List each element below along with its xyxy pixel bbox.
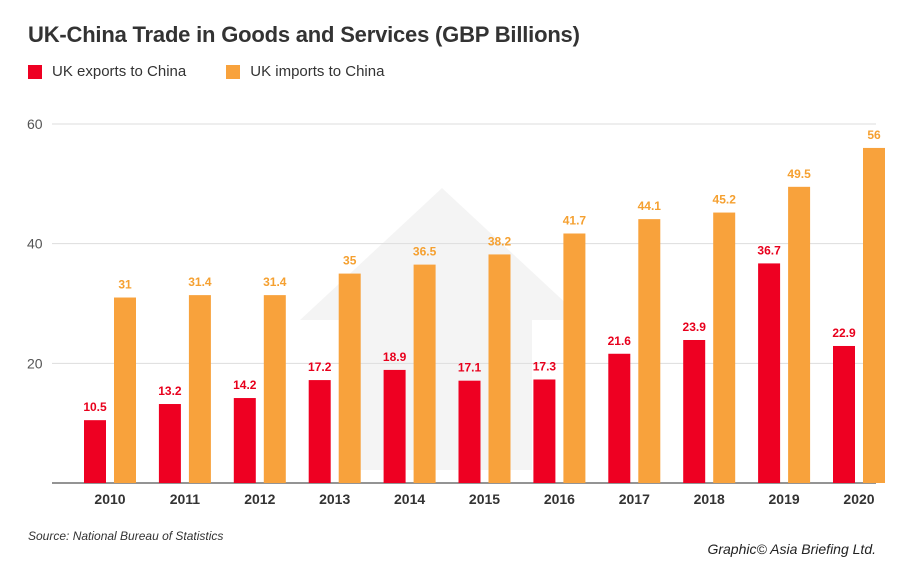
data-label-exports: 13.2 — [158, 384, 182, 398]
bar-exports — [458, 380, 481, 483]
bar-imports — [713, 212, 736, 483]
data-label-imports: 31.4 — [188, 275, 212, 289]
bar-imports — [488, 254, 511, 483]
bar-imports — [263, 295, 286, 483]
x-tick-label: 2010 — [94, 491, 125, 507]
y-tick-label: 20 — [27, 355, 43, 371]
data-label-exports: 36.7 — [757, 243, 781, 257]
bar-exports — [683, 339, 706, 483]
bar-exports — [533, 379, 556, 483]
data-label-imports: 35 — [343, 254, 357, 268]
chart-legend: UK exports to China UK imports to China — [28, 63, 424, 80]
bar-imports — [114, 297, 136, 483]
bar-imports — [788, 186, 811, 483]
legend-label-exports: UK exports to China — [52, 63, 187, 80]
data-label-imports: 31 — [118, 278, 132, 292]
bar-exports — [833, 345, 855, 483]
data-label-exports: 17.3 — [533, 359, 557, 373]
data-label-exports: 18.9 — [383, 350, 407, 364]
data-label-exports: 22.9 — [832, 326, 856, 340]
data-label-imports: 49.5 — [787, 167, 811, 181]
y-tick-label: 60 — [27, 116, 43, 132]
x-tick-label: 2018 — [694, 491, 725, 507]
x-tick-label: 2012 — [244, 491, 275, 507]
data-label-imports: 36.5 — [413, 245, 437, 259]
data-label-imports: 41.7 — [563, 213, 587, 227]
legend-item-imports: UK imports to China — [226, 63, 384, 80]
legend-swatch-imports — [226, 64, 241, 79]
bar-imports — [563, 233, 586, 483]
x-tick-label: 2011 — [170, 491, 201, 507]
bar-exports — [233, 398, 256, 483]
x-tick-label: 2015 — [469, 491, 500, 507]
data-label-exports: 14.2 — [233, 378, 257, 392]
bar-exports — [84, 420, 106, 483]
data-label-exports: 17.1 — [458, 361, 482, 375]
bar-imports — [188, 295, 211, 483]
data-label-exports: 23.9 — [683, 320, 707, 334]
bar-imports — [338, 273, 361, 483]
bar-imports — [863, 147, 885, 483]
watermark-logo — [300, 188, 584, 470]
data-label-imports: 31.4 — [263, 275, 287, 289]
x-tick-label: 2020 — [843, 491, 874, 507]
data-label-exports: 21.6 — [608, 334, 632, 348]
bar-exports — [158, 404, 181, 483]
chart-title: UK-China Trade in Goods and Services (GB… — [28, 22, 580, 47]
x-tick-label: 2017 — [619, 491, 650, 507]
x-tick-label: 2014 — [394, 491, 425, 507]
data-label-imports: 44.1 — [638, 199, 662, 213]
data-label-imports: 45.2 — [713, 193, 737, 207]
bar-imports — [413, 264, 436, 483]
x-tick-label: 2013 — [319, 491, 350, 507]
bar-exports — [608, 353, 631, 483]
y-tick-label: 40 — [27, 236, 43, 252]
x-tick-label: 2019 — [769, 491, 800, 507]
bar-exports — [308, 380, 331, 483]
legend-label-imports: UK imports to China — [250, 63, 385, 80]
legend-swatch-exports — [28, 64, 42, 79]
graphic-credit: Graphic© Asia Briefing Ltd. — [707, 541, 876, 557]
data-label-exports: 10.5 — [83, 400, 107, 414]
source-note: Source: National Bureau of Statistics — [28, 529, 224, 543]
bar-imports — [638, 219, 661, 483]
x-tick-label: 2016 — [544, 491, 575, 507]
data-label-imports: 56 — [867, 128, 881, 142]
data-label-exports: 17.2 — [308, 360, 332, 374]
bar-exports — [758, 263, 781, 483]
legend-item-exports: UK exports to China — [28, 63, 186, 80]
data-label-imports: 38.2 — [488, 234, 512, 248]
bar-exports — [383, 369, 406, 483]
